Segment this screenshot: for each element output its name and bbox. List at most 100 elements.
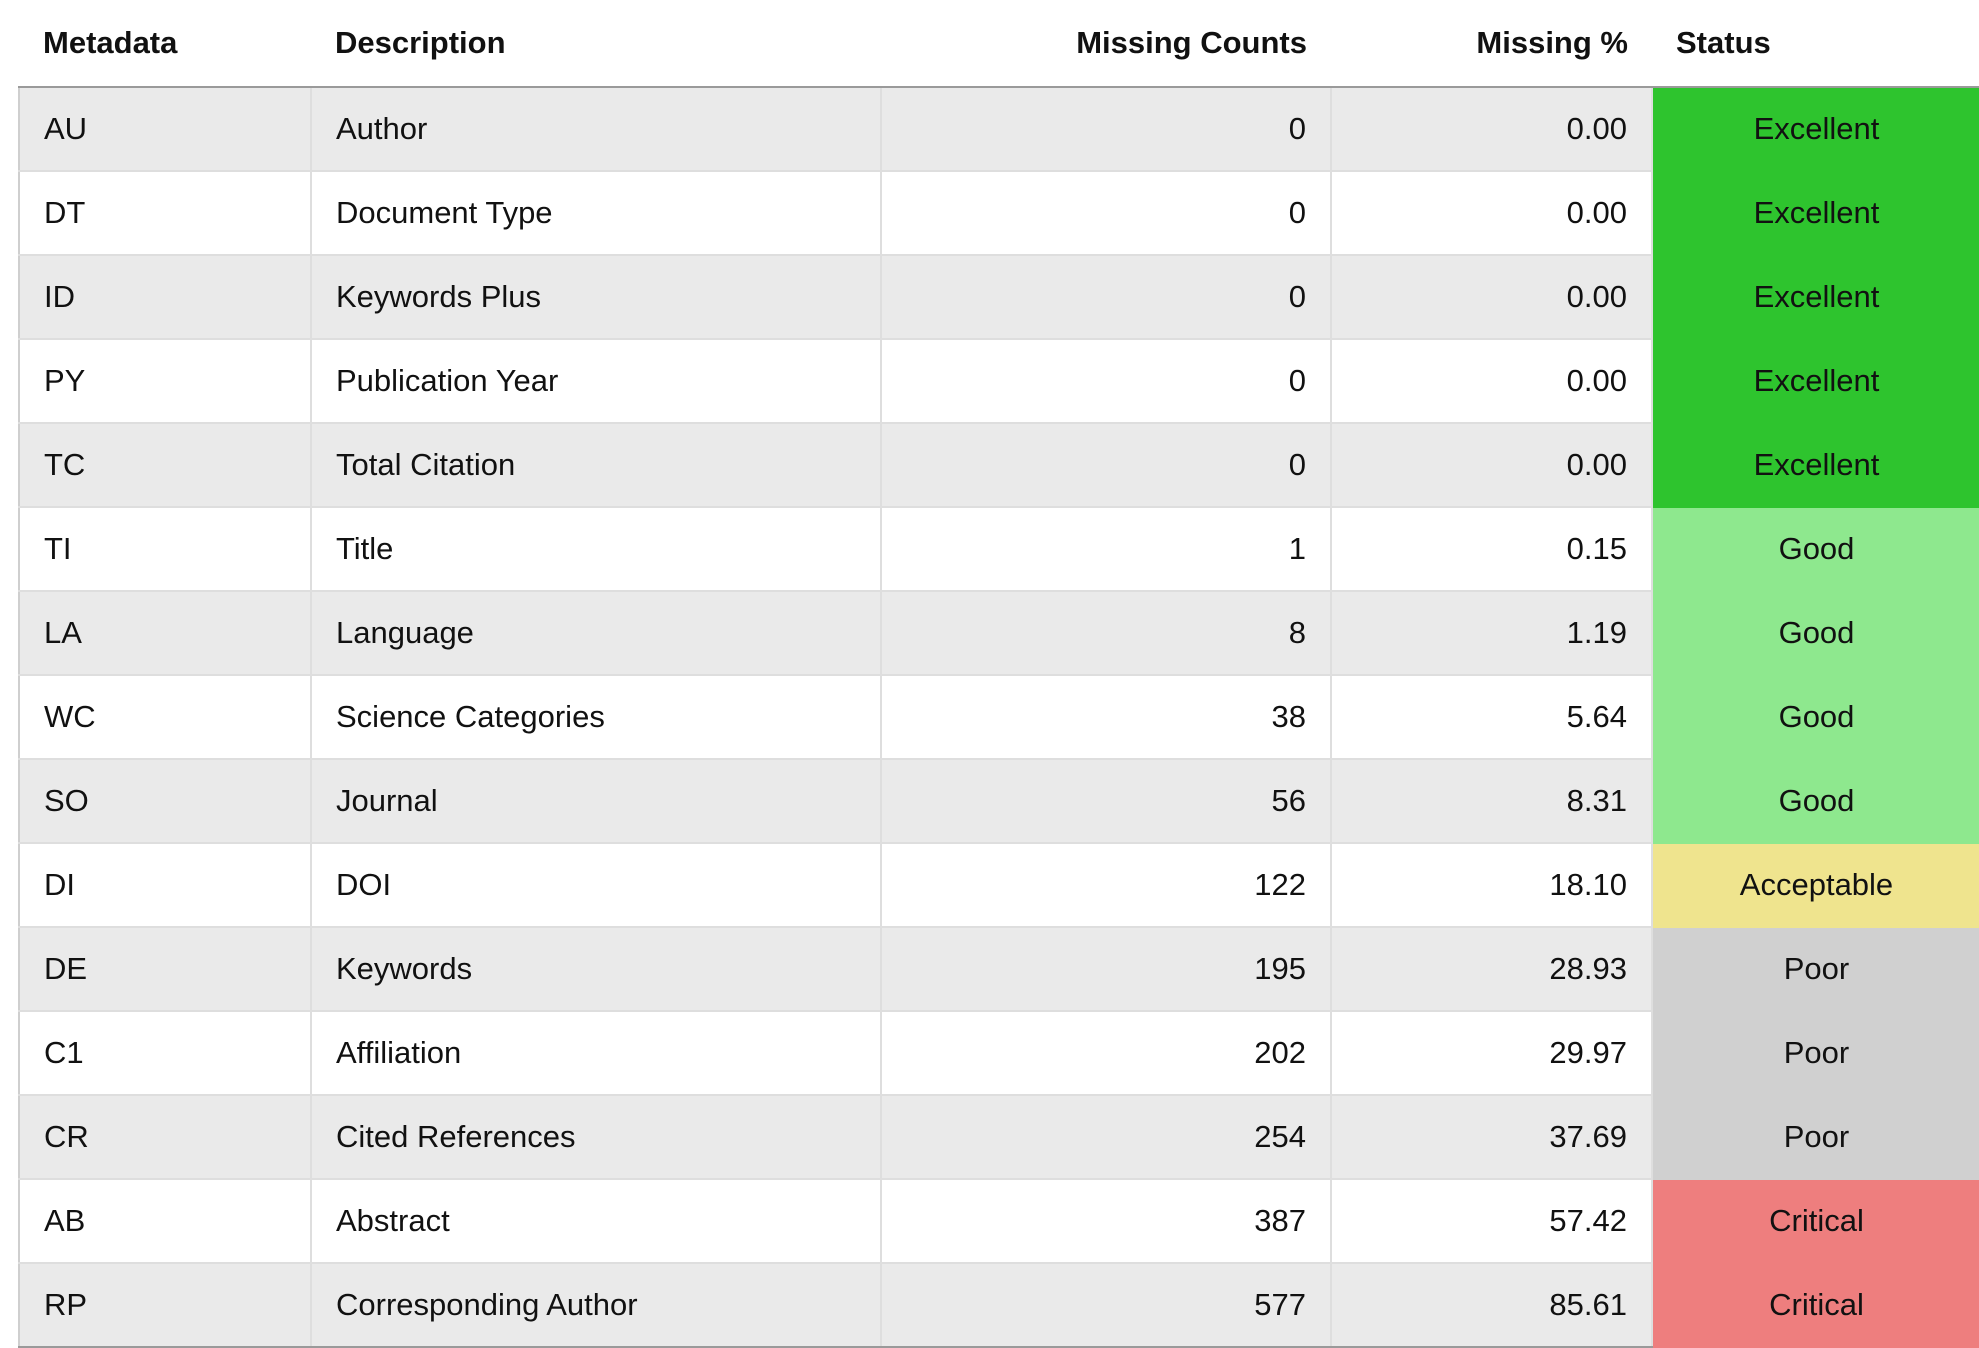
cell-missing-percent: 0.00 — [1330, 170, 1653, 256]
cell-status: Good — [1651, 758, 1979, 844]
cell-metadata: C1 — [18, 1010, 312, 1096]
cell-description: Science Categories — [310, 674, 882, 760]
table-row: AU Author 0 0.00 Excellent — [18, 86, 1979, 172]
cell-description: Total Citation — [310, 422, 882, 508]
header-row: Metadata Description Missing Counts Miss… — [19, 0, 1979, 88]
cell-status: Critical — [1651, 1262, 1979, 1348]
header-metadata: Metadata — [19, 0, 311, 88]
cell-missing-percent: 18.10 — [1330, 842, 1653, 928]
cell-missing-percent: 5.64 — [1330, 674, 1653, 760]
table-row: C1 Affiliation 202 29.97 Poor — [18, 1010, 1979, 1096]
cell-description: Publication Year — [310, 338, 882, 424]
cell-status: Critical — [1651, 1178, 1979, 1264]
header-description: Description — [311, 0, 881, 88]
table-row: DI DOI 122 18.10 Acceptable — [18, 842, 1979, 928]
cell-missing-counts: 1 — [880, 506, 1332, 592]
cell-status: Poor — [1651, 1094, 1979, 1180]
table-row: AB Abstract 387 57.42 Critical — [18, 1178, 1979, 1264]
cell-missing-percent: 0.00 — [1330, 338, 1653, 424]
cell-missing-counts: 202 — [880, 1010, 1332, 1096]
cell-description: Language — [310, 590, 882, 676]
cell-missing-counts: 0 — [880, 422, 1332, 508]
cell-metadata: WC — [18, 674, 312, 760]
cell-metadata: ID — [18, 254, 312, 340]
header-status: Status — [1652, 0, 1979, 88]
table-row: TC Total Citation 0 0.00 Excellent — [18, 422, 1979, 508]
cell-missing-percent: 0.00 — [1330, 254, 1653, 340]
missing-data-table-container: Metadata Description Missing Counts Miss… — [18, 0, 1979, 1348]
cell-metadata: RP — [18, 1262, 312, 1348]
cell-missing-percent: 28.93 — [1330, 926, 1653, 1012]
cell-missing-counts: 8 — [880, 590, 1332, 676]
cell-description: Title — [310, 506, 882, 592]
cell-description: Keywords Plus — [310, 254, 882, 340]
cell-missing-counts: 56 — [880, 758, 1332, 844]
table-row: PY Publication Year 0 0.00 Excellent — [18, 338, 1979, 424]
cell-status: Excellent — [1651, 86, 1979, 172]
cell-status: Good — [1651, 506, 1979, 592]
cell-missing-counts: 38 — [880, 674, 1332, 760]
table-body: AU Author 0 0.00 Excellent DT Document Type 0 0.… — [18, 86, 1979, 1348]
table-row: DT Document Type 0 0.00 Excellent — [18, 170, 1979, 256]
cell-description: Journal — [310, 758, 882, 844]
cell-description: Document Type — [310, 170, 882, 256]
cell-missing-counts: 0 — [880, 254, 1332, 340]
cell-missing-counts: 122 — [880, 842, 1332, 928]
table-row: SO Journal 56 8.31 Good — [18, 758, 1979, 844]
cell-missing-counts: 254 — [880, 1094, 1332, 1180]
header-missing-counts: Missing Counts — [881, 0, 1331, 88]
cell-status: Acceptable — [1651, 842, 1979, 928]
cell-description: Keywords — [310, 926, 882, 1012]
cell-missing-percent: 0.00 — [1330, 86, 1653, 172]
table-row: DE Keywords 195 28.93 Poor — [18, 926, 1979, 1012]
cell-status: Good — [1651, 590, 1979, 676]
cell-missing-counts: 0 — [880, 338, 1332, 424]
cell-status: Excellent — [1651, 422, 1979, 508]
table-row: TI Title 1 0.15 Good — [18, 506, 1979, 592]
cell-metadata: DE — [18, 926, 312, 1012]
cell-metadata: SO — [18, 758, 312, 844]
cell-status: Poor — [1651, 926, 1979, 1012]
table-header: Metadata Description Missing Counts Miss… — [19, 0, 1979, 88]
cell-metadata: CR — [18, 1094, 312, 1180]
cell-metadata: TC — [18, 422, 312, 508]
cell-description: DOI — [310, 842, 882, 928]
cell-missing-percent: 0.15 — [1330, 506, 1653, 592]
table-row: CR Cited References 254 37.69 Poor — [18, 1094, 1979, 1180]
cell-metadata: AB — [18, 1178, 312, 1264]
cell-status: Excellent — [1651, 254, 1979, 340]
table-row: ID Keywords Plus 0 0.00 Excellent — [18, 254, 1979, 340]
cell-missing-counts: 387 — [880, 1178, 1332, 1264]
cell-description: Cited References — [310, 1094, 882, 1180]
cell-description: Author — [310, 86, 882, 172]
cell-status: Good — [1651, 674, 1979, 760]
cell-missing-percent: 57.42 — [1330, 1178, 1653, 1264]
cell-missing-counts: 577 — [880, 1262, 1332, 1348]
cell-metadata: TI — [18, 506, 312, 592]
missing-data-table: Metadata Description Missing Counts Miss… — [18, 0, 1979, 1348]
cell-missing-percent: 85.61 — [1330, 1262, 1653, 1348]
header-missing-percent: Missing % — [1331, 0, 1652, 88]
cell-missing-percent: 29.97 — [1330, 1010, 1653, 1096]
cell-description: Abstract — [310, 1178, 882, 1264]
table-row: RP Corresponding Author 577 85.61 Critical — [18, 1262, 1979, 1348]
cell-status: Excellent — [1651, 338, 1979, 424]
cell-missing-percent: 37.69 — [1330, 1094, 1653, 1180]
cell-missing-percent: 8.31 — [1330, 758, 1653, 844]
cell-missing-percent: 1.19 — [1330, 590, 1653, 676]
cell-metadata: DT — [18, 170, 312, 256]
cell-description: Affiliation — [310, 1010, 882, 1096]
cell-status: Poor — [1651, 1010, 1979, 1096]
cell-missing-counts: 0 — [880, 170, 1332, 256]
cell-metadata: AU — [18, 86, 312, 172]
cell-description: Corresponding Author — [310, 1262, 882, 1348]
cell-metadata: DI — [18, 842, 312, 928]
table-row: LA Language 8 1.19 Good — [18, 590, 1979, 676]
cell-missing-counts: 195 — [880, 926, 1332, 1012]
cell-metadata: PY — [18, 338, 312, 424]
cell-metadata: LA — [18, 590, 312, 676]
table-row: WC Science Categories 38 5.64 Good — [18, 674, 1979, 760]
cell-missing-percent: 0.00 — [1330, 422, 1653, 508]
cell-missing-counts: 0 — [880, 86, 1332, 172]
cell-status: Excellent — [1651, 170, 1979, 256]
